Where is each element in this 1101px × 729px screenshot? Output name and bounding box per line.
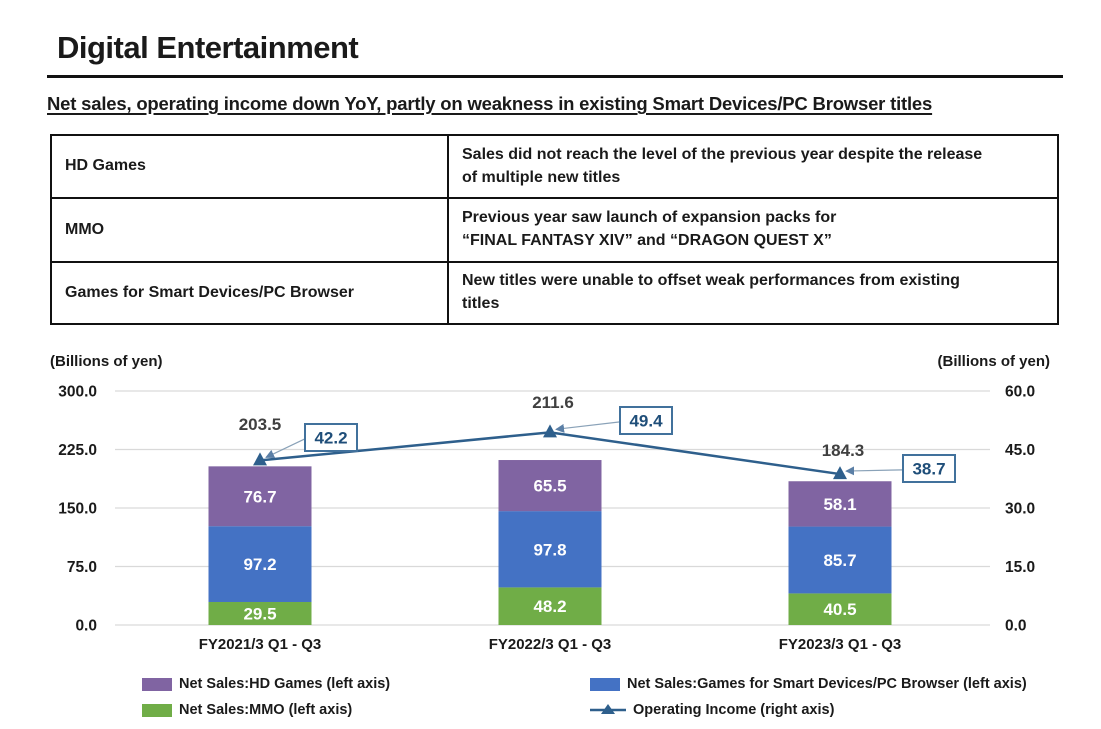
right-axis-tick-label: 45.0 bbox=[1005, 442, 1035, 459]
legend-item-mmo: Net Sales:MMO (left axis) bbox=[142, 702, 352, 718]
segment-value-label: 58.1 bbox=[823, 495, 856, 514]
mmo-swatch-icon bbox=[142, 703, 172, 717]
right-axis-tick-label: 0.0 bbox=[1005, 618, 1027, 635]
callout-connector bbox=[555, 421, 621, 433]
total-label: 203.5 bbox=[239, 415, 282, 434]
segment-value-label: 29.5 bbox=[243, 604, 276, 623]
right-axis-tick-label: 15.0 bbox=[1005, 559, 1035, 576]
legend-item-hd-games: Net Sales:HD Games (left axis) bbox=[142, 676, 390, 692]
category-label: FY2021/3 Q1 - Q3 bbox=[199, 636, 322, 653]
title-divider bbox=[47, 75, 1063, 78]
right-axis-tick-label: 60.0 bbox=[1005, 384, 1035, 401]
callout-value-label: 38.7 bbox=[912, 460, 945, 479]
operating-income-line-icon bbox=[590, 704, 626, 714]
bar-segment bbox=[498, 460, 602, 512]
right-axis-unit-label: (Billions of yen) bbox=[937, 353, 1051, 370]
legend-item-operating-income: Operating Income (right axis) bbox=[590, 702, 834, 718]
segment-value-label: 97.2 bbox=[243, 555, 276, 574]
legend-label: Net Sales:Games for Smart Devices/PC Bro… bbox=[627, 676, 1027, 692]
legend-label: Operating Income (right axis) bbox=[633, 702, 835, 718]
line-marker-icon bbox=[543, 424, 557, 438]
legend-item-smart-devices: Net Sales:Games for Smart Devices/PC Bro… bbox=[590, 676, 1027, 692]
row-description: New titles were unable to offset weak pe… bbox=[447, 261, 1059, 325]
callout-connector bbox=[265, 438, 306, 459]
legend-label: Net Sales:HD Games (left axis) bbox=[179, 676, 391, 692]
segment-value-label: 76.7 bbox=[243, 487, 276, 506]
line-marker-icon bbox=[833, 466, 847, 480]
callout-box bbox=[619, 406, 673, 435]
callout-box bbox=[304, 423, 358, 452]
left-axis-tick-label: 0.0 bbox=[75, 618, 97, 635]
bar-segment bbox=[208, 601, 312, 625]
legend-label: Net Sales:MMO (left axis) bbox=[179, 702, 353, 718]
row-label: Games for Smart Devices/PC Browser bbox=[50, 261, 449, 325]
bar-segment bbox=[788, 526, 892, 594]
callout-value-label: 42.2 bbox=[314, 429, 347, 448]
bar-segment bbox=[208, 466, 312, 527]
summary-table: HD Games Sales did not reach the level o… bbox=[50, 134, 1059, 325]
hd-games-swatch-icon bbox=[142, 677, 172, 691]
left-axis-unit-label: (Billions of yen) bbox=[50, 353, 163, 370]
table-row: Games for Smart Devices/PC Browser New t… bbox=[50, 261, 1059, 325]
row-description: Previous year saw launch of expansion pa… bbox=[447, 197, 1059, 263]
bar-segment bbox=[498, 511, 602, 588]
segment-value-label: 40.5 bbox=[823, 600, 856, 619]
row-label: HD Games bbox=[50, 134, 449, 199]
left-axis-tick-label: 300.0 bbox=[58, 384, 97, 401]
smart-devices-swatch-icon bbox=[590, 677, 620, 691]
left-axis-tick-label: 150.0 bbox=[58, 501, 97, 518]
segment-value-label: 65.5 bbox=[533, 477, 566, 496]
category-label: FY2022/3 Q1 - Q3 bbox=[489, 636, 612, 653]
callout-connector bbox=[845, 466, 904, 476]
segment-value-label: 85.7 bbox=[823, 551, 856, 570]
table-row: HD Games Sales did not reach the level o… bbox=[50, 134, 1059, 199]
page-title: Digital Entertainment bbox=[57, 30, 359, 65]
headline: Net sales, operating income down YoY, pa… bbox=[47, 93, 933, 114]
callout-value-label: 49.4 bbox=[629, 412, 663, 431]
segment-value-label: 48.2 bbox=[533, 597, 566, 616]
segment-value-label: 97.8 bbox=[533, 540, 566, 559]
total-label: 211.6 bbox=[532, 393, 574, 412]
bar-segment bbox=[788, 593, 892, 625]
callout-box bbox=[902, 454, 956, 483]
row-description: Sales did not reach the level of the pre… bbox=[447, 134, 1059, 199]
total-label: 184.3 bbox=[822, 441, 865, 460]
line-marker-icon bbox=[253, 452, 267, 466]
bar-segment bbox=[498, 587, 602, 625]
bar-segment bbox=[788, 481, 892, 527]
left-axis-tick-label: 225.0 bbox=[58, 442, 97, 459]
row-label: MMO bbox=[50, 197, 449, 263]
chart-canvas: 0.0 0.0 75.0 15.0 150.0 30.0 225.0 45.0 300.0 60.… bbox=[58, 384, 1035, 654]
right-axis-tick-label: 30.0 bbox=[1005, 501, 1035, 518]
table-row: MMO Previous year saw launch of expansio… bbox=[50, 197, 1059, 263]
bar-segment bbox=[208, 526, 312, 602]
left-axis-tick-label: 75.0 bbox=[67, 559, 97, 576]
category-label: FY2023/3 Q1 - Q3 bbox=[779, 636, 902, 653]
